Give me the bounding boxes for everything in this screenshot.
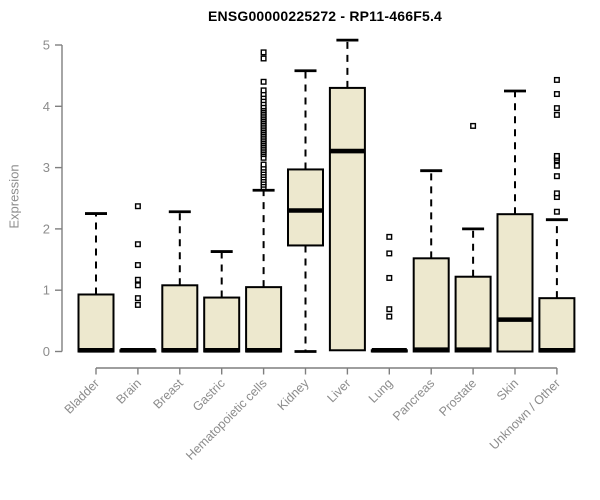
x-category-label: Brain: [113, 376, 144, 407]
box-group-prostate: [454, 122, 492, 353]
box-group-kidney: [287, 69, 324, 353]
box-group-lung: [370, 233, 408, 353]
iqr-box: [245, 286, 283, 353]
outlier-point: [134, 241, 141, 248]
box-group-bladder: [77, 212, 115, 353]
iqr-box: [77, 293, 115, 353]
box-group-skin: [496, 89, 534, 353]
y-axis-label: Expression: [6, 164, 22, 229]
box-group-hematopoietic-cells: [245, 49, 283, 353]
box-group-breast: [161, 210, 199, 353]
iqr-box: [496, 213, 534, 353]
outlier-point: [386, 274, 393, 281]
y-tick-label: 4: [43, 99, 50, 114]
outlier-point: [260, 49, 267, 56]
outlier-point: [260, 78, 267, 85]
box-group-unknown-other: [538, 76, 576, 353]
outlier-point: [470, 122, 477, 129]
iqr-box: [328, 86, 366, 352]
box-group-brain: [119, 203, 157, 353]
outlier-point: [134, 301, 141, 308]
x-category-label: Skin: [494, 376, 521, 403]
outlier-point: [553, 173, 560, 180]
outlier-point: [553, 111, 560, 118]
x-category-label: Bladder: [62, 376, 102, 416]
outlier-point: [553, 91, 560, 98]
outlier-point: [553, 152, 560, 159]
box-group-gastric: [203, 250, 241, 353]
outlier-point: [553, 190, 560, 197]
outlier-point: [134, 295, 141, 302]
outlier-point: [386, 233, 393, 240]
iqr-box: [538, 297, 576, 353]
x-category-label: Hematopoietic cells: [183, 376, 270, 463]
iqr-box: [287, 168, 324, 247]
iqr-box: [412, 257, 450, 353]
x-category-label: Liver: [324, 376, 353, 405]
x-category-label: Prostate: [436, 376, 479, 419]
x-category-label: Breast: [150, 376, 186, 412]
outlier-point: [386, 250, 393, 257]
outlier-point: [134, 203, 141, 210]
x-category-label: Pancreas: [390, 376, 437, 423]
box-group-liver: [328, 38, 366, 352]
y-tick-label: 0: [43, 344, 50, 359]
outlier-point: [260, 161, 267, 168]
outlier-point: [553, 162, 560, 169]
y-tick-label: 1: [43, 283, 50, 298]
y-tick-label: 2: [43, 221, 50, 236]
x-category-label: Lung: [366, 376, 396, 406]
outlier-point: [553, 105, 560, 112]
iqr-box: [454, 275, 492, 353]
outlier-point: [386, 313, 393, 320]
outlier-point: [260, 55, 267, 62]
outlier-point: [134, 282, 141, 289]
outlier-point: [553, 208, 560, 215]
outlier-point: [386, 306, 393, 313]
outlier-point: [134, 276, 141, 283]
iqr-box: [203, 296, 241, 353]
x-category-label: Kidney: [275, 376, 312, 413]
y-tick-label: 3: [43, 160, 50, 175]
x-category-label: Unknown / Other: [487, 376, 563, 452]
x-category-label: Gastric: [190, 376, 228, 414]
box-group-pancreas: [412, 169, 450, 353]
iqr-box: [161, 284, 199, 353]
chart-title: ENSG00000225272 - RP11-466F5.4: [207, 8, 443, 24]
outlier-point: [260, 87, 267, 94]
y-tick-label: 5: [43, 38, 50, 53]
outlier-point: [553, 76, 560, 83]
outlier-point: [134, 262, 141, 269]
